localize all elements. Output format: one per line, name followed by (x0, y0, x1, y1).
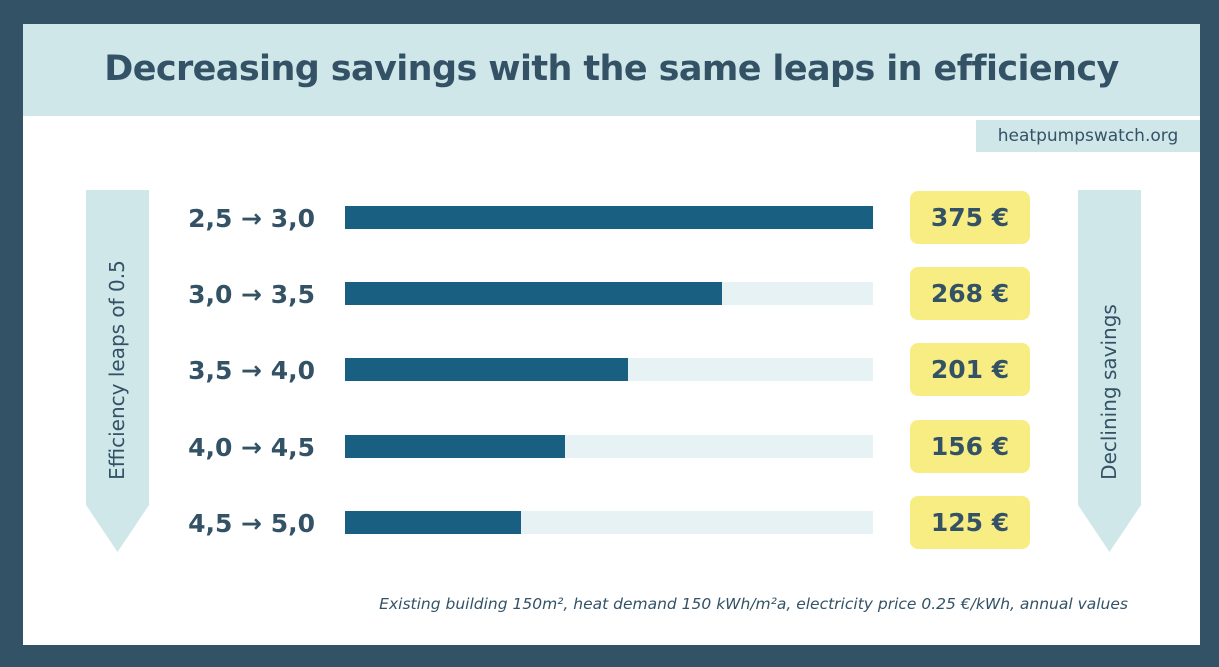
bar (345, 511, 521, 534)
bar (345, 358, 628, 381)
bar (345, 435, 565, 458)
savings-arrow: Declining savings (1078, 190, 1141, 552)
bar-row: 4,0 → 4,5 156 € (23, 420, 1200, 474)
bar-row: 3,5 → 4,0 201 € (23, 343, 1200, 397)
category-label: 3,5 → 4,0 (188, 355, 315, 385)
arrow-down-shape-icon (86, 190, 149, 552)
page-title: Decreasing savings with the same leaps i… (104, 49, 1119, 89)
infographic-card: Decreasing savings with the same leaps i… (23, 24, 1200, 645)
category-label: 3,0 → 3,5 (188, 279, 315, 309)
header-band: Decreasing savings with the same leaps i… (23, 24, 1200, 116)
value-badge: 375 € (910, 191, 1030, 244)
category-label: 4,5 → 5,0 (188, 508, 315, 538)
bar-track (345, 206, 873, 229)
value-badge: 125 € (910, 496, 1030, 549)
arrow-down-shape-icon (1078, 190, 1141, 552)
bar-track (345, 435, 873, 458)
bar (345, 206, 873, 229)
efficiency-arrow: Efficiency leaps of 0.5 (86, 190, 149, 552)
value-badge: 201 € (910, 343, 1030, 396)
value-badge: 268 € (910, 267, 1030, 320)
bar-row: 3,0 → 3,5 268 € (23, 267, 1200, 321)
bar-track (345, 511, 873, 534)
bar (345, 282, 723, 305)
source-label: heatpumpswatch.org (976, 120, 1200, 152)
category-label: 2,5 → 3,0 (188, 203, 315, 233)
value-badge: 156 € (910, 420, 1030, 473)
bar-track (345, 282, 873, 305)
footnote: Existing building 150m², heat demand 150… (379, 595, 1128, 613)
category-label: 4,0 → 4,5 (188, 432, 315, 462)
bar-row: 4,5 → 5,0 125 € (23, 496, 1200, 550)
bar-row: 2,5 → 3,0 375 € (23, 191, 1200, 245)
bar-track (345, 358, 873, 381)
